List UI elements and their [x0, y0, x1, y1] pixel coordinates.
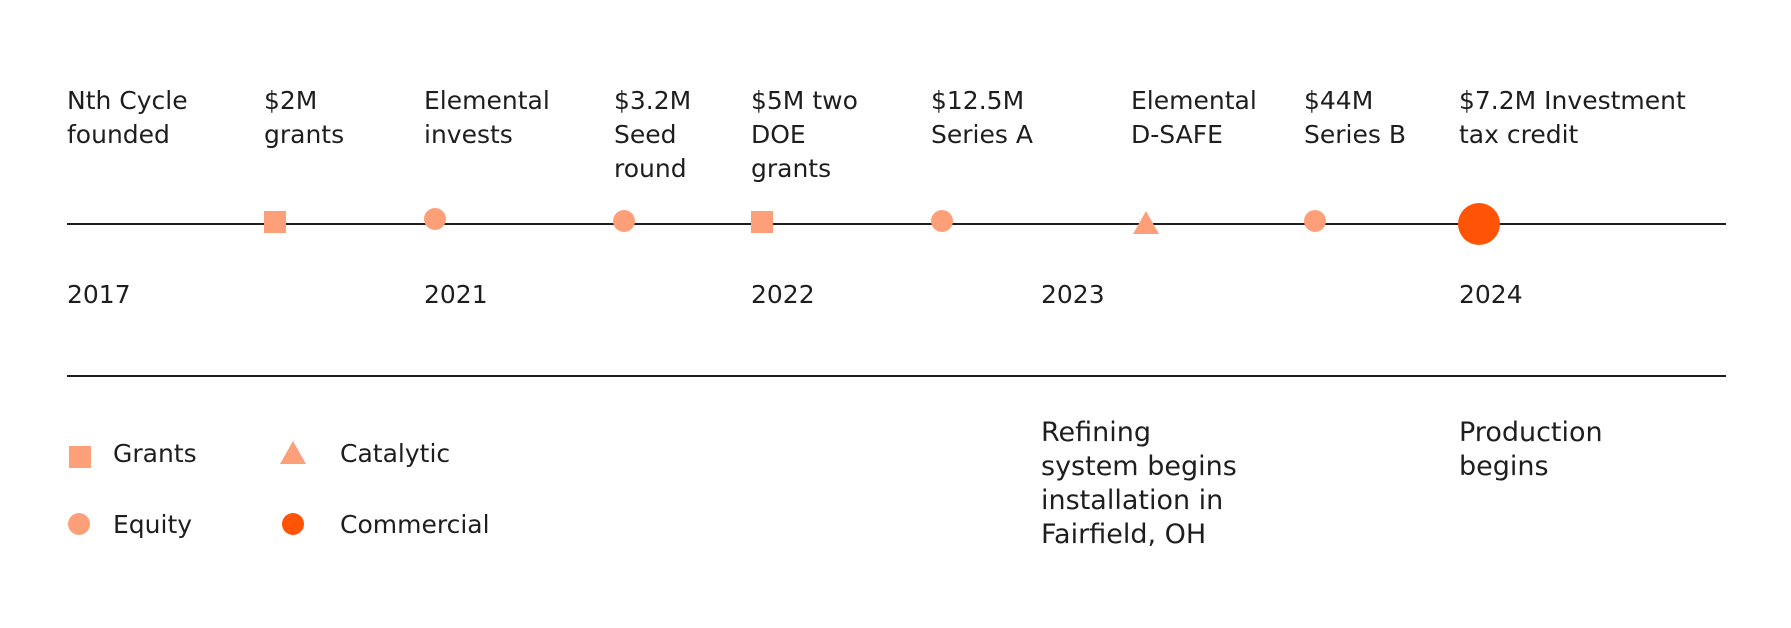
legend-grants-label: Grants: [113, 439, 197, 468]
event-label-tax-credit: $7.2M Investment tax credit: [1459, 86, 1686, 149]
event-label-series-b: $44M Series B: [1304, 86, 1406, 149]
legend-commercial-label: Commercial: [340, 510, 490, 539]
equity-marker: [931, 210, 953, 232]
event-label-series-a: $12.5M Series A: [931, 86, 1033, 149]
legend-catalytic-label: Catalytic: [340, 439, 451, 468]
commercial-marker: [1458, 203, 1500, 245]
year-label-2023: 2023: [1041, 280, 1105, 309]
event-label-elemental-invests: Elemental invests: [424, 86, 550, 149]
event-label-doe-grants: $5M two DOE grants: [751, 86, 858, 183]
catalytic-marker: [1133, 211, 1159, 234]
year-label-2017: 2017: [67, 280, 131, 309]
event-label-2m-grants: $2M grants: [264, 86, 345, 149]
section-divider: [67, 375, 1726, 377]
year-label-2022: 2022: [751, 280, 815, 309]
grant-marker: [751, 211, 773, 233]
legend-commercial-swatch: [282, 513, 304, 535]
grant-marker: [264, 211, 286, 233]
legend-catalytic-swatch: [280, 441, 306, 464]
event-label-seed-round: $3.2M Seed round: [614, 86, 692, 183]
timeline-axis: [67, 223, 1726, 225]
equity-marker: [613, 210, 635, 232]
note-production-begins: Production begins: [1459, 417, 1603, 482]
equity-marker: [1304, 210, 1326, 232]
event-label-founded: Nth Cycle founded: [67, 86, 188, 149]
legend-equity-swatch: [68, 513, 90, 535]
event-label-d-safe: Elemental D-SAFE: [1131, 86, 1257, 149]
equity-marker: [424, 208, 446, 230]
legend-equity-label: Equity: [113, 510, 193, 539]
legend-grants-swatch: [69, 446, 91, 468]
year-label-2021: 2021: [424, 280, 488, 309]
year-label-2024: 2024: [1459, 280, 1523, 309]
note-refining-system: Refining system begins installation in F…: [1041, 417, 1237, 550]
